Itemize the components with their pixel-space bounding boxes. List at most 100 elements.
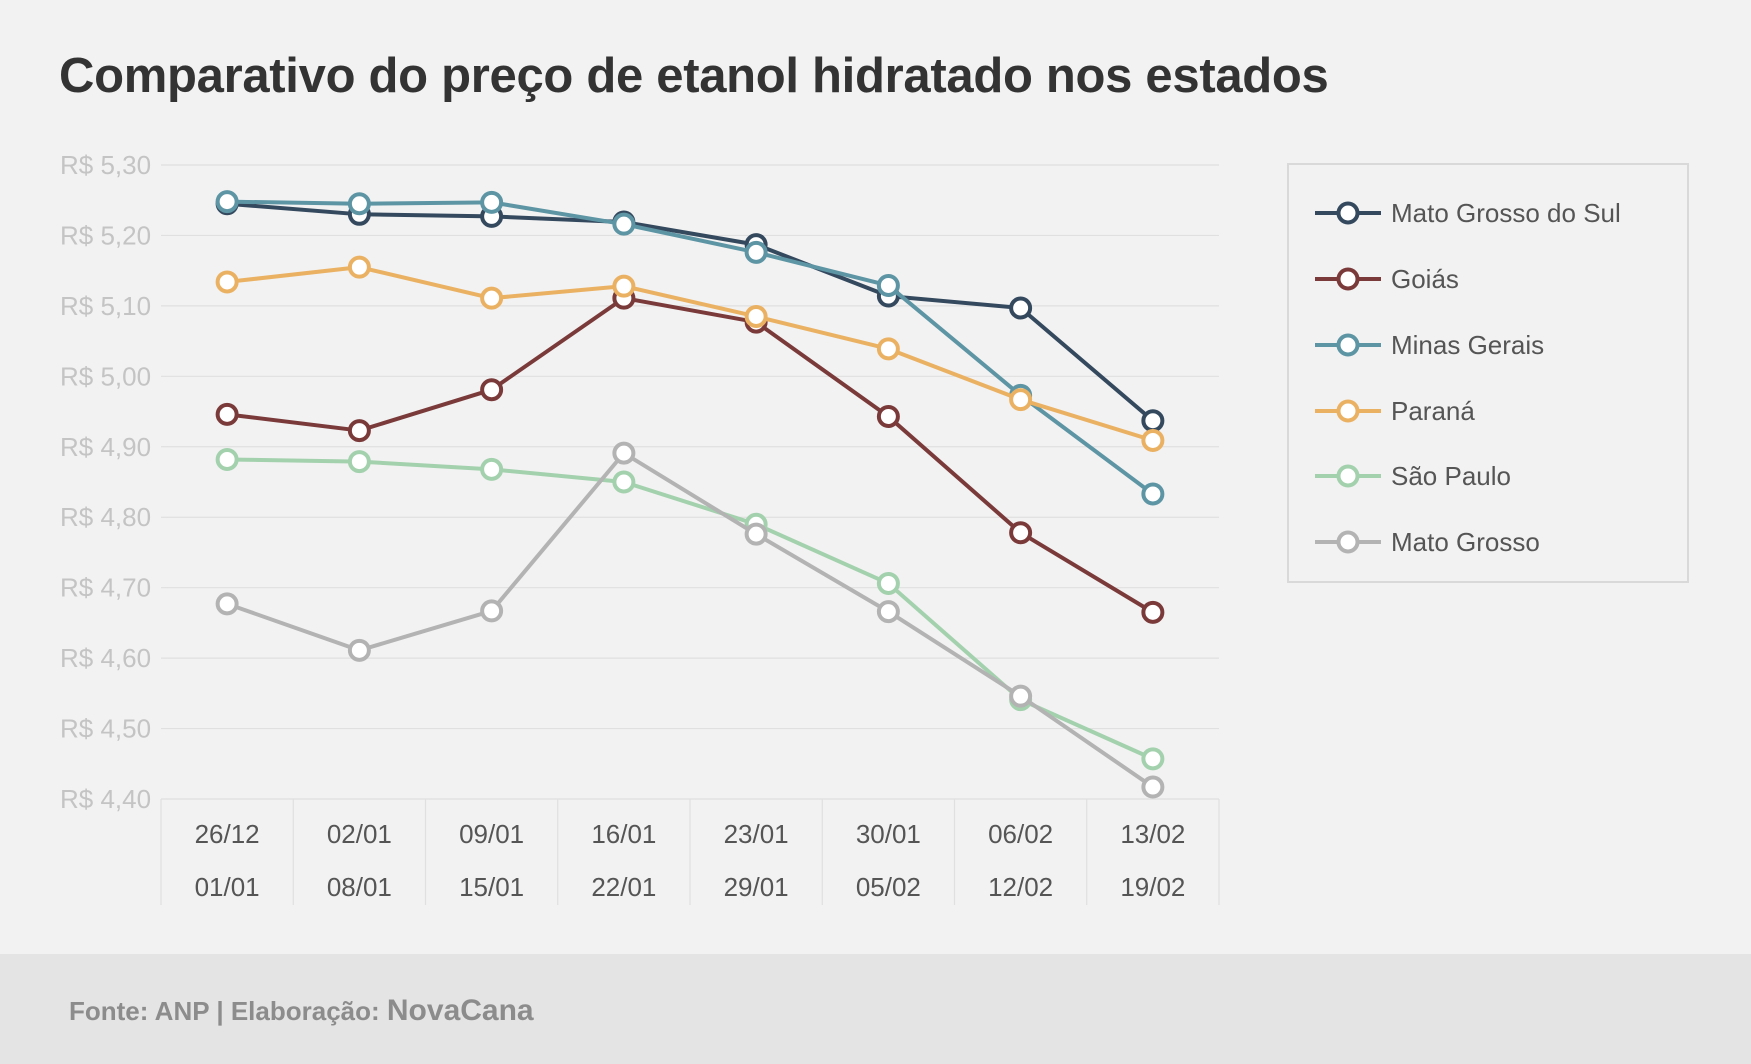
footer-source: Fonte: ANP | Elaboração: (69, 996, 387, 1026)
y-tick-label: R$ 4,70 (60, 573, 151, 603)
data-point (1009, 684, 1033, 708)
series-line (226, 265, 1154, 443)
data-point (1009, 521, 1033, 545)
x-tick-label: 29/01 (724, 872, 789, 902)
data-point (1141, 428, 1165, 452)
legend-label: Paraná (1391, 395, 1475, 426)
legend-item: Mato Grosso do Sul (1313, 193, 1621, 233)
legend-item: Mato Grosso (1313, 522, 1540, 562)
series-line (226, 451, 1155, 789)
x-axis-ticks: 26/12 01/01 02/01 08/01 09/01 15/01 16/01 22/01… (160, 799, 1220, 905)
x-tick-label: 13/02 (1120, 819, 1185, 849)
footer: Fonte: ANP | Elaboração: NovaCana (0, 954, 1751, 1064)
data-point (612, 441, 636, 465)
legend-item: Minas Gerais (1313, 325, 1544, 365)
data-point (480, 457, 504, 481)
data-point (744, 522, 768, 546)
footer-credit: Fonte: ANP | Elaboração: NovaCana (69, 994, 534, 1028)
data-point (215, 447, 239, 471)
data-point (215, 270, 239, 294)
y-tick-label: R$ 5,10 (60, 291, 151, 321)
y-tick-label: R$ 4,80 (60, 502, 151, 532)
data-point (1141, 409, 1165, 433)
legend-dot (1336, 530, 1360, 554)
legend-dot (1336, 267, 1360, 291)
series-line (227, 457, 1154, 761)
data-point (215, 592, 239, 616)
x-tick-label: 19/02 (1120, 872, 1185, 902)
data-point (480, 599, 504, 623)
data-point (876, 404, 900, 428)
x-tick-label: 02/01 (327, 819, 392, 849)
data-point (744, 240, 768, 264)
legend-label: Mato Grosso (1391, 526, 1540, 557)
chart-title: Comparativo do preço de etanol hidratado… (59, 49, 1329, 103)
x-tick-label: 12/02 (988, 872, 1053, 902)
data-point (1141, 600, 1165, 624)
series-line (226, 201, 1155, 423)
series-line (226, 296, 1154, 615)
data-point (876, 273, 900, 297)
y-tick-label: R$ 5,20 (60, 220, 151, 250)
data-point (1141, 775, 1165, 799)
series-são-paulo (215, 447, 1165, 771)
data-point (347, 255, 371, 279)
legend-marker-icon (1315, 464, 1381, 488)
legend-marker-icon (1315, 399, 1381, 423)
footer-brand: NovaCana (386, 994, 534, 1027)
data-point (347, 419, 371, 443)
data-point (1141, 747, 1165, 771)
data-point (347, 192, 371, 216)
legend-label: São Paulo (1391, 460, 1511, 491)
legend-item: São Paulo (1313, 456, 1511, 496)
data-point (612, 274, 636, 298)
legend-label: Minas Gerais (1391, 329, 1545, 360)
y-tick-label: R$ 5,30 (60, 150, 151, 180)
data-point (876, 600, 900, 624)
y-axis-ticks: R$ 5,30 R$ 5,20 R$ 5,10 R$ 5,00 R$ 4,90 R$ 4,… (60, 150, 151, 814)
legend-label: Mato Grosso do Sul (1391, 197, 1621, 228)
series-line (227, 199, 1155, 496)
data-point (744, 304, 768, 328)
legend-dot (1336, 333, 1360, 357)
legend-item: Goiás (1313, 259, 1459, 299)
grid-lines (161, 164, 1219, 800)
y-tick-label: R$ 4,50 (60, 714, 151, 744)
y-tick-label: R$ 4,90 (60, 432, 151, 462)
data-point (876, 571, 900, 595)
x-tick-label: 05/02 (856, 872, 921, 902)
x-tick-label: 22/01 (591, 872, 656, 902)
x-tick-label: 16/01 (591, 819, 656, 849)
data-point (215, 402, 239, 426)
data-point (347, 450, 371, 474)
x-tick-label: 08/01 (327, 872, 392, 902)
data-point (876, 337, 900, 361)
data-point (215, 190, 239, 214)
legend-dot (1336, 464, 1360, 488)
data-point (480, 190, 504, 214)
legend-marker-icon (1315, 201, 1381, 225)
x-tick-label: 23/01 (724, 819, 789, 849)
data-point (612, 212, 636, 236)
x-tick-label: 09/01 (459, 819, 524, 849)
data-point (1141, 482, 1165, 506)
data-point (347, 638, 371, 662)
legend-marker-icon (1315, 267, 1381, 291)
x-tick-label: 26/12 (195, 819, 260, 849)
legend-label: Goiás (1391, 263, 1459, 294)
x-tick-label: 06/02 (988, 819, 1053, 849)
legend-dot (1336, 399, 1360, 423)
x-tick-label: 30/01 (856, 819, 921, 849)
data-point (1009, 296, 1033, 320)
legend-marker-icon (1315, 333, 1381, 357)
series-mato-grosso (215, 441, 1165, 799)
data-point (612, 470, 636, 494)
legend-dot (1336, 201, 1360, 225)
y-tick-label: R$ 4,60 (60, 643, 151, 673)
y-tick-label: R$ 4,40 (60, 784, 151, 814)
line-chart: R$ 5,30 R$ 5,20 R$ 5,10 R$ 5,00 R$ 4,90 R$ 4,… (60, 150, 1220, 905)
series-paraná (215, 255, 1165, 452)
series-lines (215, 190, 1165, 799)
x-tick-label: 01/01 (195, 872, 260, 902)
data-point (480, 378, 504, 402)
